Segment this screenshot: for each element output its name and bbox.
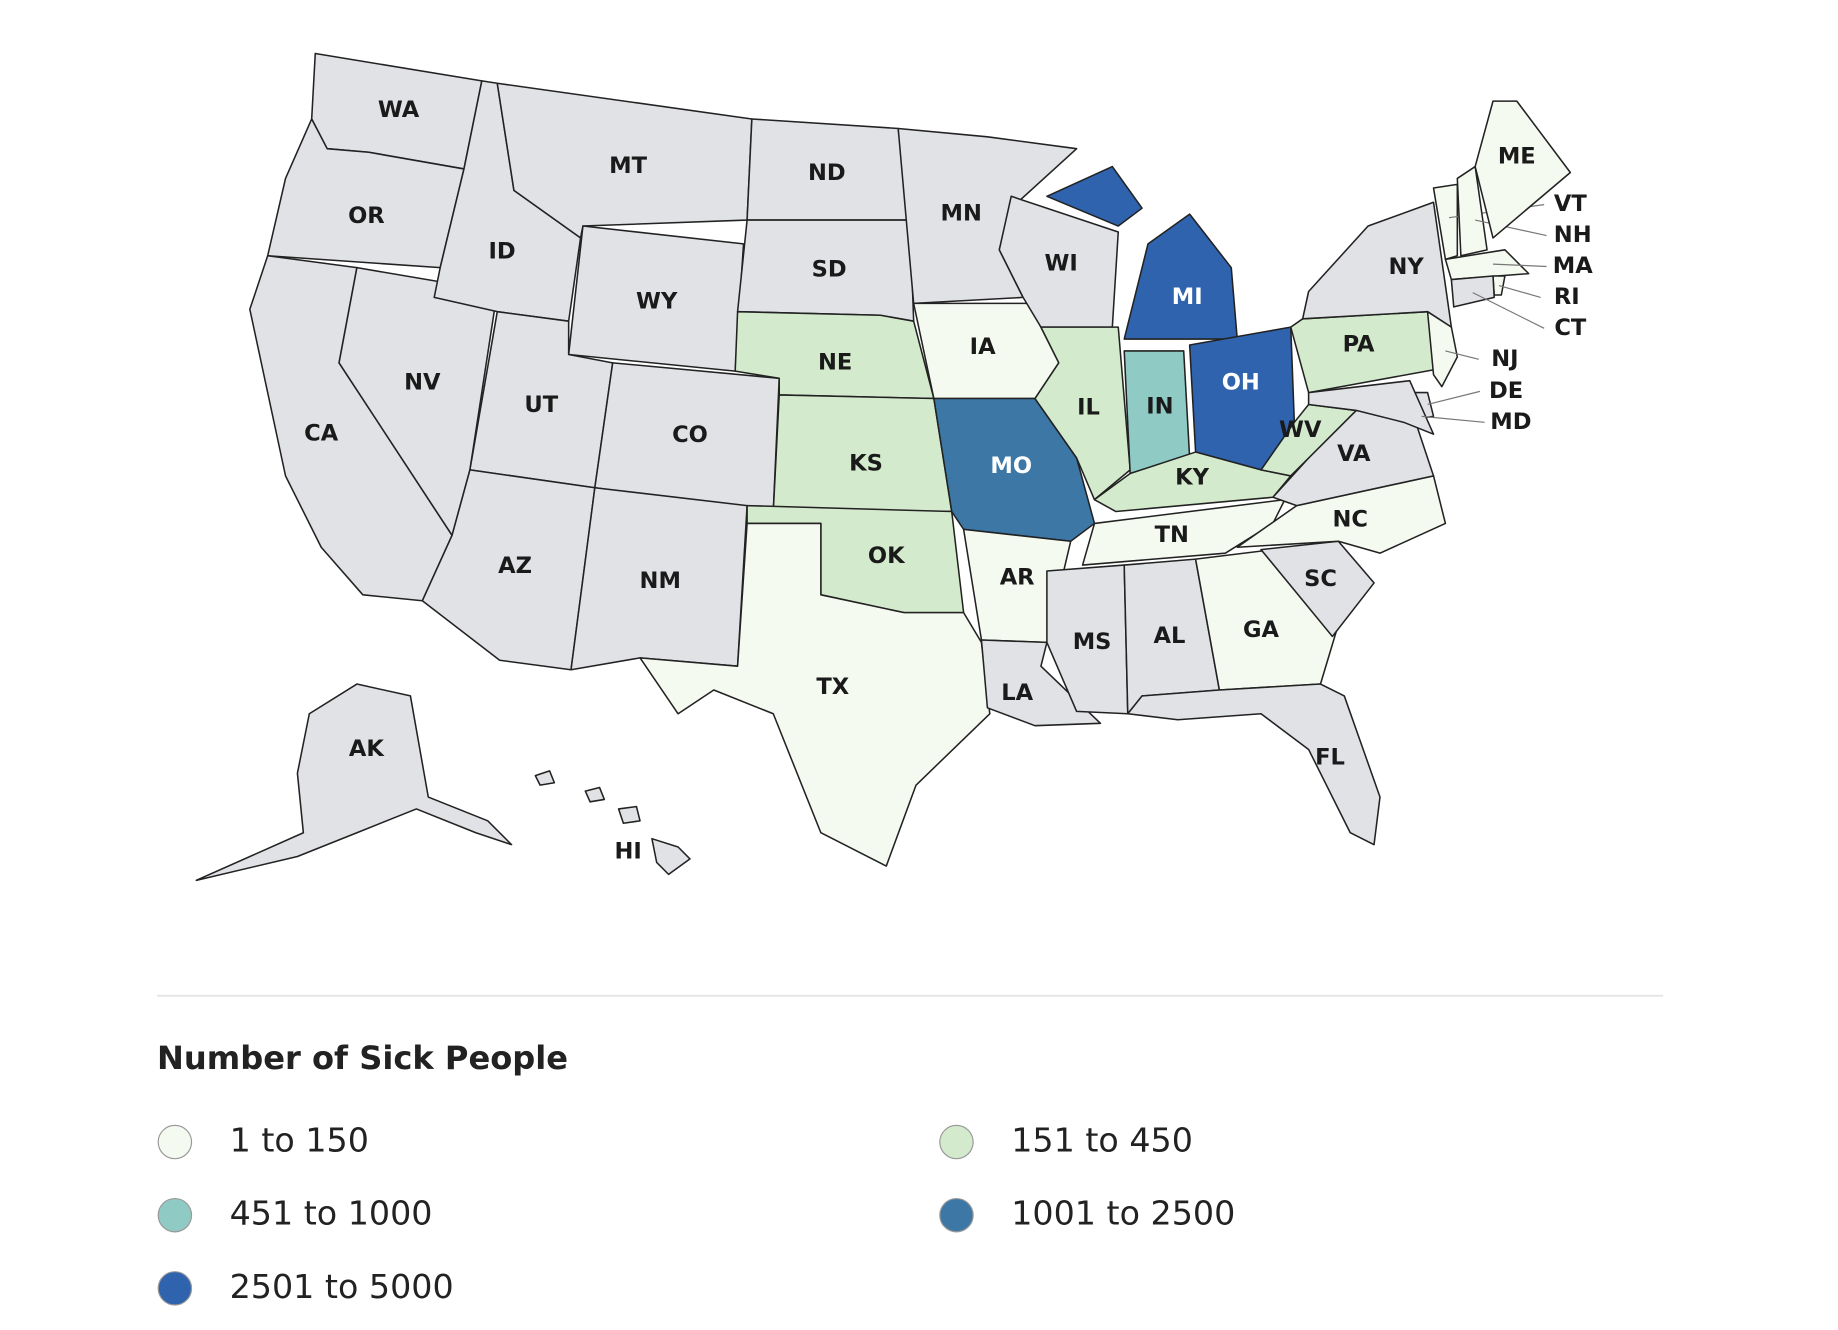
state-label: IN (1146, 393, 1173, 419)
state-label: CA (304, 421, 339, 447)
state-label: AL (1153, 623, 1185, 649)
state-shape (1260, 540, 1375, 638)
state-label: PA (1343, 331, 1375, 357)
legend-swatch (939, 1197, 974, 1233)
state-shape (1127, 683, 1381, 846)
state-shape (1450, 275, 1495, 308)
state-label: WA (378, 97, 420, 123)
state-label: KY (1175, 465, 1210, 491)
state-shape (1046, 564, 1129, 715)
state-label: ND (808, 160, 846, 186)
legend-swatch (157, 1197, 193, 1233)
state-label: LA (1001, 680, 1033, 706)
state-label: TN (1155, 522, 1189, 548)
state-label: TX (816, 674, 849, 700)
state-shape (651, 837, 691, 876)
state-label: RI (1554, 284, 1580, 310)
state-label: HI (614, 838, 641, 864)
state-label: FL (1315, 744, 1345, 770)
state-shape (1432, 183, 1459, 261)
state-label: OR (348, 203, 385, 229)
state-shape (617, 805, 641, 824)
legend-title: Number of Sick People (157, 1039, 568, 1077)
leader-line (1472, 292, 1545, 329)
state-shape (534, 770, 556, 786)
state-label: GA (1243, 617, 1280, 643)
legend-swatch (157, 1124, 193, 1160)
state-label: MT (609, 153, 647, 179)
state-label: IA (970, 334, 996, 360)
state-label: VT (1554, 191, 1587, 217)
legend-label: 2501 to 5000 (230, 1267, 454, 1306)
state-shape (1444, 249, 1530, 281)
state-label: NY (1389, 254, 1425, 280)
state-label: MD (1490, 409, 1531, 435)
leader-line (1445, 350, 1479, 360)
legend-label: 151 to 450 (1011, 1121, 1193, 1160)
state-label: ME (1498, 144, 1536, 170)
state-label: ID (488, 239, 515, 265)
leader-line (1498, 284, 1541, 298)
state-label: SC (1304, 566, 1337, 592)
state-label: NM (640, 568, 681, 594)
legend-label: 1001 to 2500 (1011, 1194, 1235, 1233)
state-shape (639, 522, 991, 867)
state-label: OH (1222, 370, 1260, 396)
state-label: WY (636, 289, 678, 315)
state-label: MO (990, 453, 1032, 479)
state-shape (1034, 326, 1131, 501)
legend: 1 to 150 151 to 450 451 to 1000 1001 to 250… (157, 1121, 1235, 1306)
leader-line (1475, 219, 1547, 237)
legend-label: 1 to 150 (230, 1121, 369, 1160)
state-label: AZ (498, 553, 532, 579)
state-shape (1456, 165, 1488, 257)
state-label: NC (1332, 506, 1368, 532)
state-label: OK (868, 543, 906, 569)
state-shape (1123, 213, 1239, 340)
state-shape (1426, 310, 1459, 388)
leader-line (1492, 263, 1547, 268)
leader-line (1427, 390, 1481, 406)
state-shape (1307, 379, 1435, 435)
state-label: MI (1172, 284, 1203, 310)
state-label: WI (1044, 251, 1077, 277)
state-label: CO (672, 422, 708, 448)
state-label: IL (1077, 395, 1100, 421)
state-shape (195, 683, 513, 882)
state-shape (1474, 100, 1572, 239)
state-shape (1046, 165, 1143, 227)
state-shape (1301, 201, 1453, 328)
state-label: MN (941, 201, 982, 227)
legend-swatch (157, 1271, 193, 1306)
state-label: NJ (1491, 346, 1518, 372)
state-label: SD (812, 257, 847, 283)
state-label: AK (349, 736, 385, 762)
legend-label: 451 to 1000 (230, 1194, 433, 1233)
state-label: NH (1554, 222, 1592, 248)
state-shape (584, 786, 606, 803)
state-label: DE (1489, 378, 1523, 404)
state-label: NV (404, 370, 441, 396)
legend-swatch (939, 1124, 974, 1160)
state-label: NE (818, 349, 852, 375)
leader-line (1421, 415, 1485, 423)
state-label: CT (1554, 315, 1587, 341)
state-label: VA (1337, 441, 1371, 467)
state-label: KS (849, 450, 883, 476)
us-map: WA OR CA NV ID MT WY UT CO AZ NM ND SD NE KS OK TX MN IA MO… (195, 52, 1593, 882)
state-label: UT (524, 392, 558, 418)
state-label: MS (1073, 629, 1112, 655)
state-label: MA (1553, 253, 1593, 279)
state-label: WV (1279, 417, 1322, 443)
state-shape (1492, 275, 1506, 296)
state-label: AR (1000, 565, 1035, 591)
